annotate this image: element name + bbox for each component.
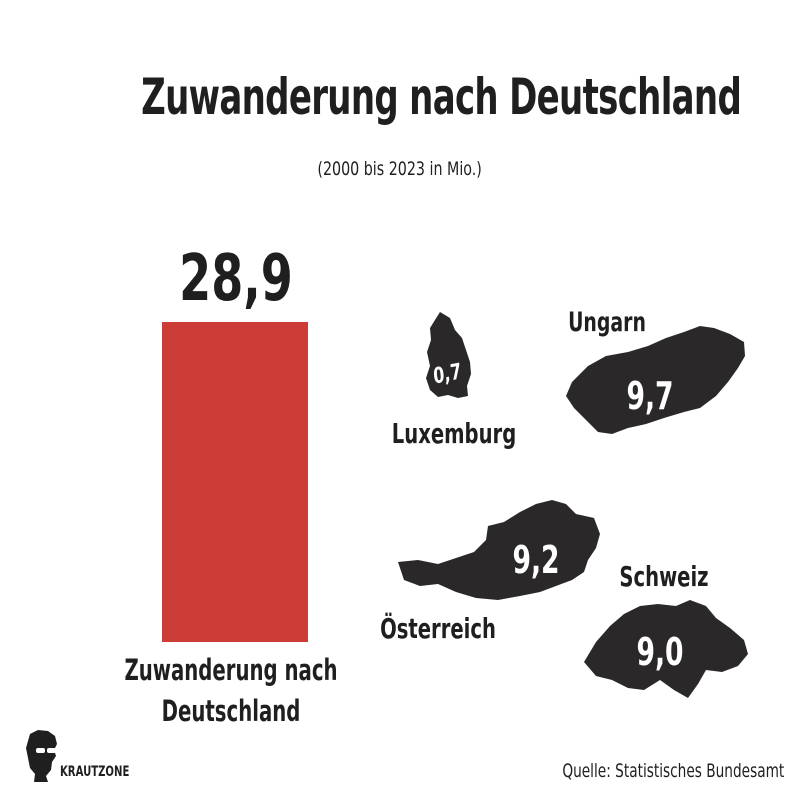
oesterreich-name-label: Österreich [380, 610, 496, 645]
country-schweiz: 9,0 Schweiz [584, 561, 748, 698]
brand-name: KRAUTZONE [60, 764, 130, 780]
schweiz-name-label: Schweiz [619, 561, 708, 593]
bar-category-label-line2: Deutschland [162, 694, 301, 728]
bar-deutschland [162, 322, 308, 642]
hungary-map-icon [566, 326, 745, 434]
bar-value-label: 28,9 [179, 241, 293, 316]
chart-subtitle: (2000 bis 2023 in Mio.) [317, 158, 483, 180]
source-note: Quelle: Statistisches Bundesamt [562, 760, 784, 782]
ungarn-value-label: 9,7 [626, 374, 673, 418]
bar-category-label-line1: Zuwanderung nach [124, 653, 337, 687]
switzerland-map-icon [584, 600, 748, 698]
schweiz-value-label: 9,0 [636, 630, 683, 674]
ungarn-name-label: Ungarn [568, 307, 646, 338]
oesterreich-value-label: 9,2 [512, 538, 559, 582]
country-oesterreich: 9,2 Österreich [380, 500, 600, 645]
austria-map-icon [398, 500, 600, 600]
luxemburg-value-label: 0,7 [432, 358, 462, 390]
krautzone-logo [22, 728, 62, 788]
luxembourg-map-icon [426, 312, 471, 398]
country-luxemburg: 0,7 Luxemburg [392, 312, 516, 450]
sunglasses-face-icon [26, 730, 57, 782]
country-ungarn: 9,7 Ungarn [566, 307, 745, 434]
luxemburg-name-label: Luxemburg [392, 418, 516, 450]
chart-title: Zuwanderung nach Deutschland [141, 68, 742, 126]
